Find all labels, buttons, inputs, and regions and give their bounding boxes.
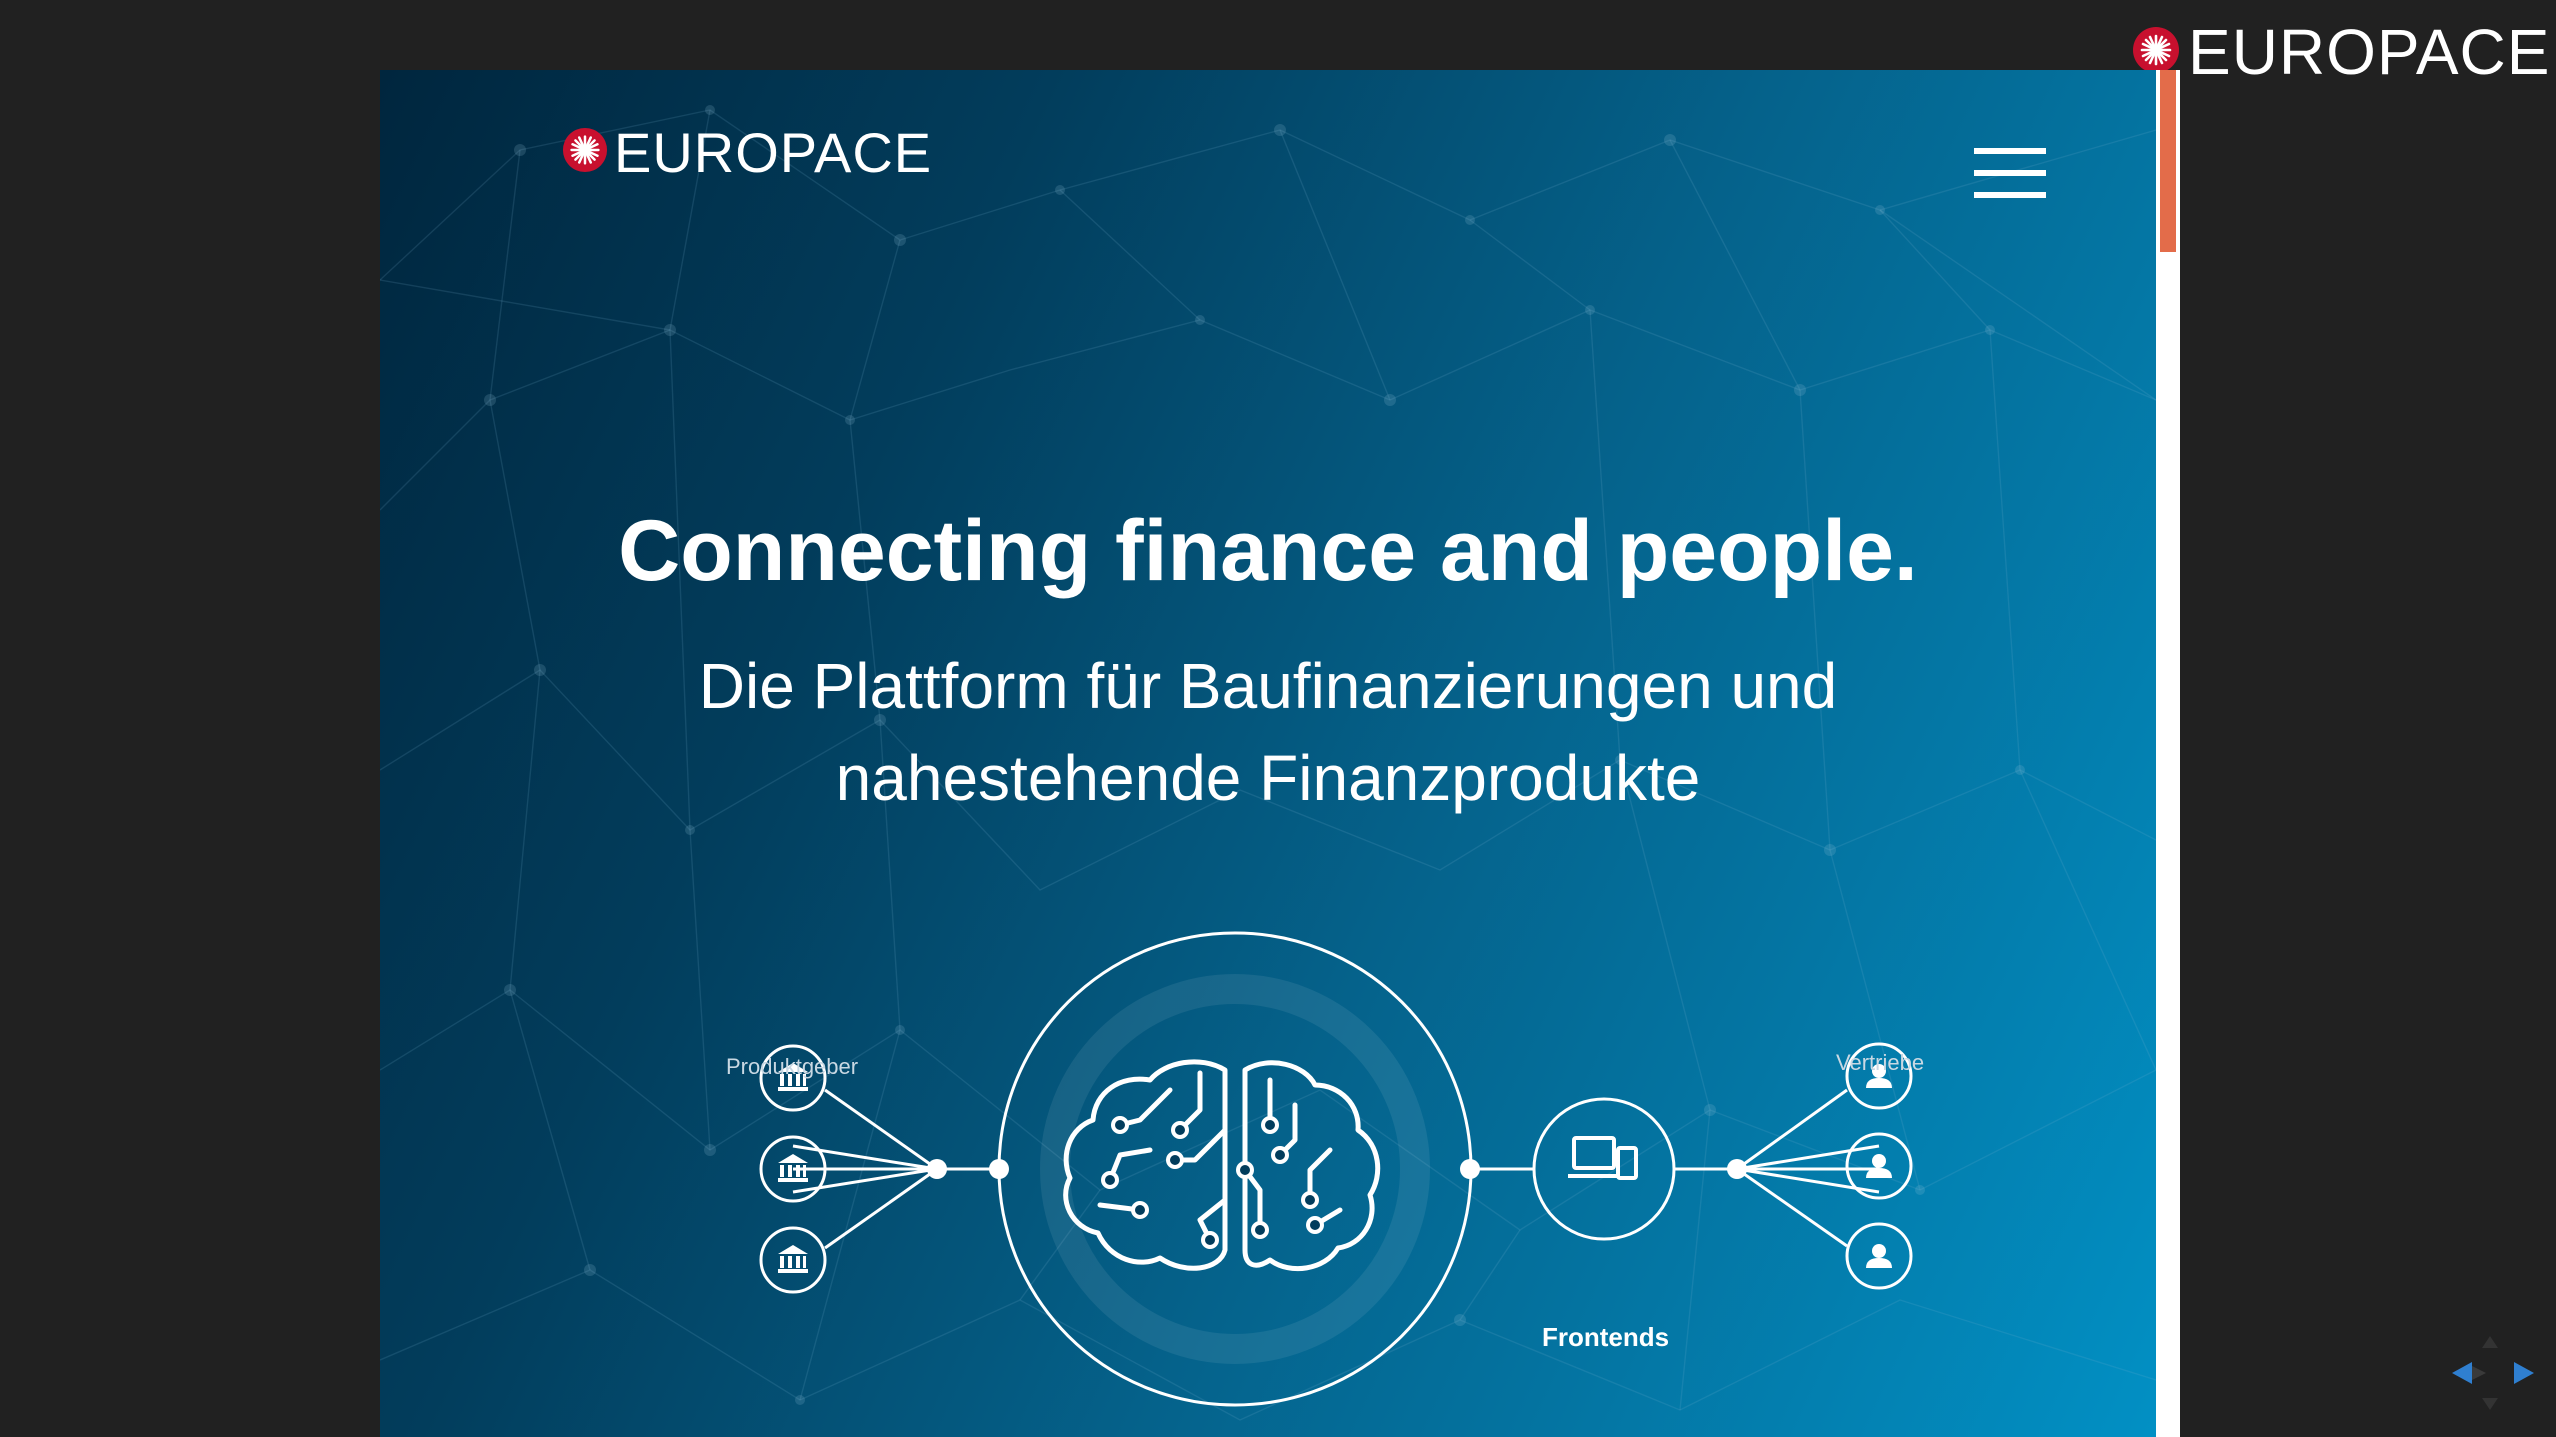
europace-logo-icon	[562, 127, 608, 178]
website-frame: EUROPACE Connecting finance and people. …	[380, 70, 2156, 1437]
corner-brand: EUROPACE	[2132, 16, 2551, 88]
nav-down-icon[interactable]	[2482, 1398, 2498, 1410]
vertriebe-label: Vertriebe	[1836, 1050, 1925, 1075]
bank-icon	[778, 1063, 808, 1273]
hero-subtitle-line2: nahestehende Finanzprodukte	[835, 742, 1701, 814]
corner-brand-name: EUROPACE	[2188, 16, 2551, 88]
hero-subtitle-line1: Die Plattform für Baufinanzierungen und	[698, 650, 1838, 722]
hamburger-menu-icon[interactable]	[1974, 148, 2046, 202]
site-brand-name: EUROPACE	[614, 121, 933, 184]
hero-subtitle: Die Plattform für Baufinanzierungen und …	[380, 640, 2156, 824]
scrollbar[interactable]	[2156, 70, 2180, 1437]
hero-title: Connecting finance and people.	[618, 503, 1918, 599]
brain-circuit-nodes	[1101, 1116, 1324, 1249]
slide-navigation	[2452, 1336, 2534, 1410]
arrow-left-icon[interactable]	[2452, 1362, 2472, 1384]
frontends-label: Frontends	[1542, 1322, 1670, 1352]
produktgeber-label: Produktgeber	[726, 1054, 859, 1079]
devices-icon	[1568, 1136, 1638, 1180]
arrow-right-icon[interactable]	[2514, 1362, 2534, 1384]
network-background	[380, 105, 2156, 1421]
site-logo[interactable]: EUROPACE	[562, 120, 932, 185]
user-icon	[1866, 1064, 1892, 1268]
brain-circuit-icon	[1063, 1059, 1381, 1272]
nav-center-up	[2468, 1364, 2486, 1382]
platform-diagram	[759, 931, 1913, 1407]
europace-logo-icon	[2132, 26, 2180, 79]
scrollbar-thumb[interactable]	[2160, 70, 2176, 252]
nav-up-icon[interactable]	[2482, 1336, 2498, 1348]
